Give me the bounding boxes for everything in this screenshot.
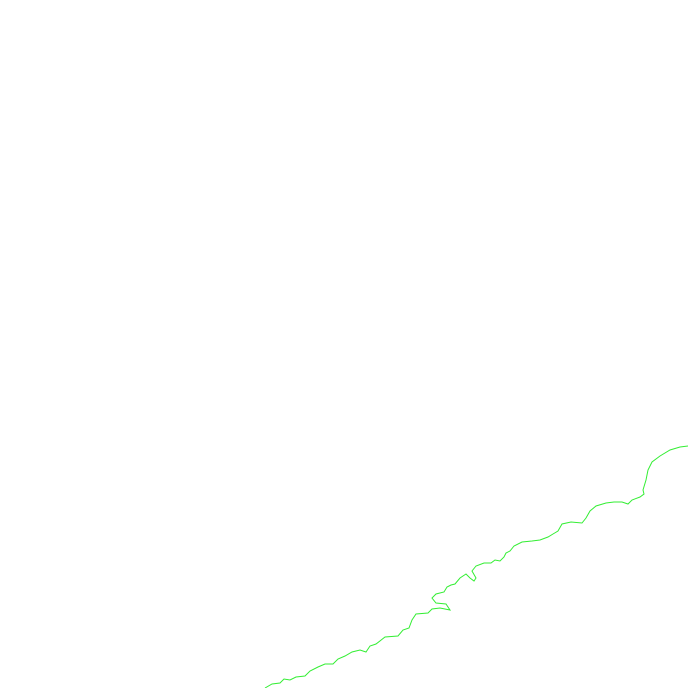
coastline [264, 445, 688, 688]
